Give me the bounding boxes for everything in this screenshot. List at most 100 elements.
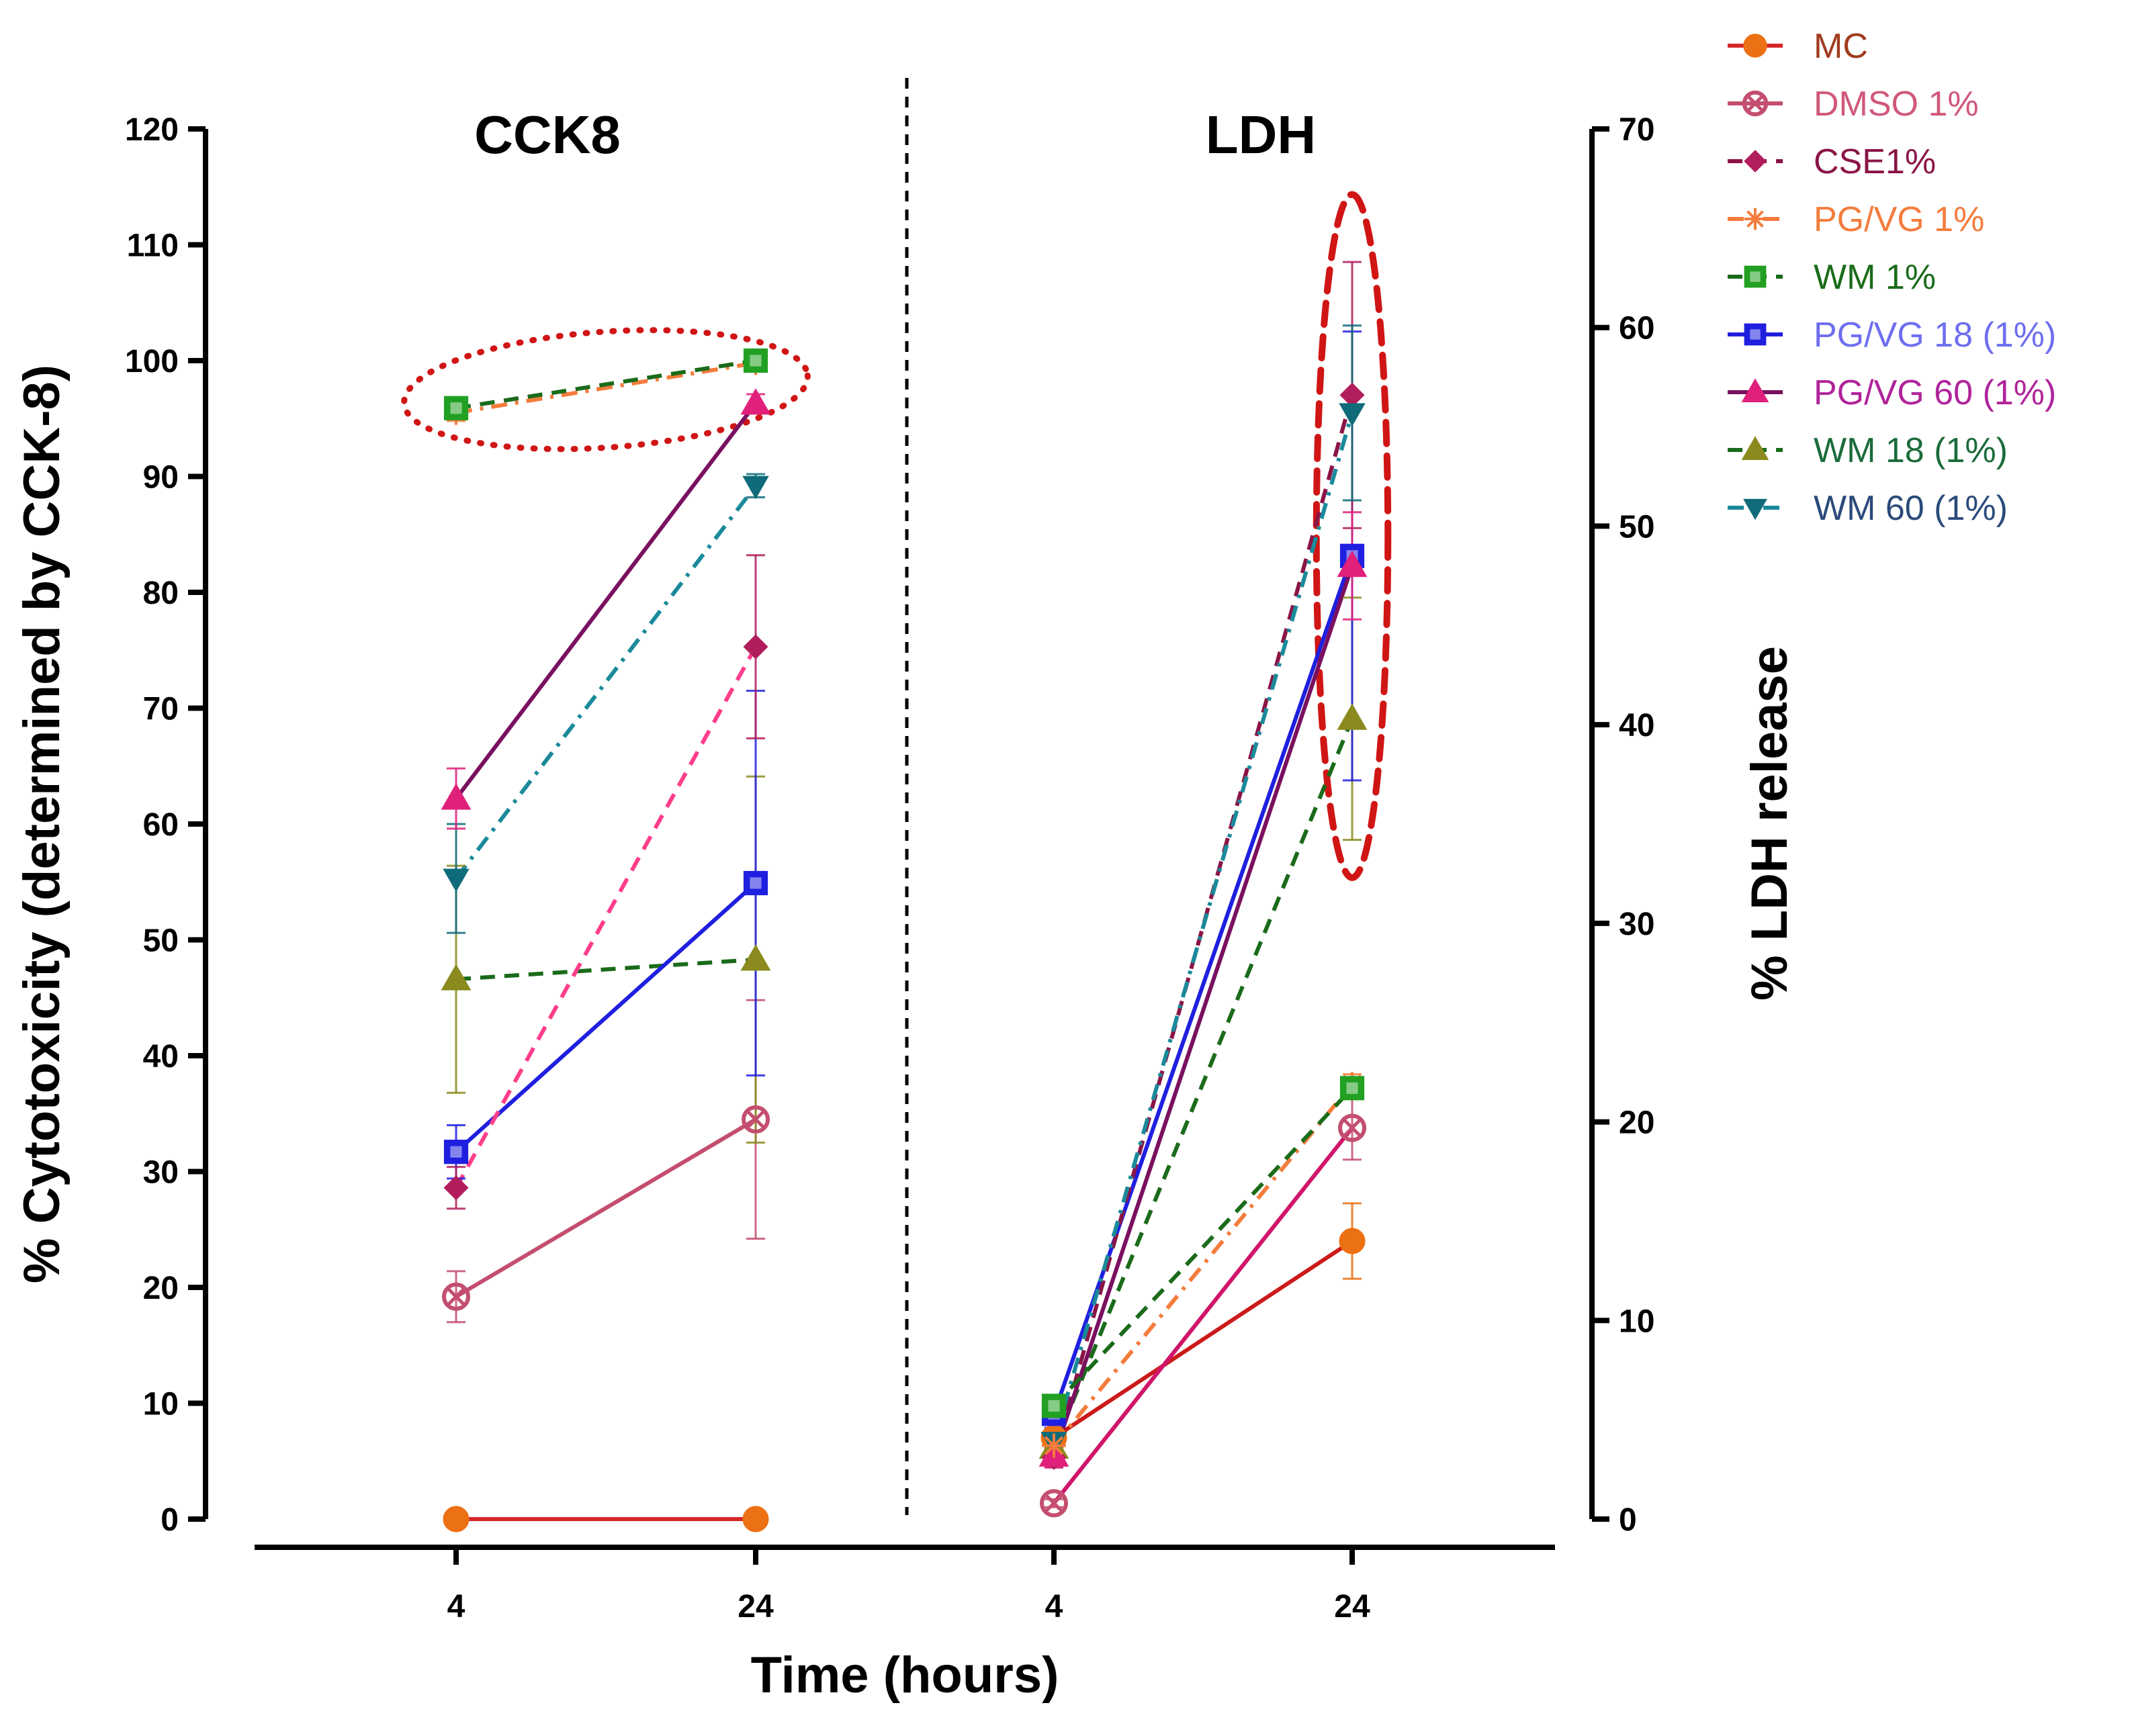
left-y-tick-label: 30 (143, 1155, 179, 1191)
right-y-tick-label: 70 (1619, 112, 1654, 148)
series-line-ldh-wm-18-1 (1052, 718, 1354, 1449)
left-y-tick-label: 60 (143, 807, 179, 843)
right-y-axis-title: % LDH release (1741, 646, 1798, 1001)
series-line-cck8-wm-18-1 (455, 957, 756, 982)
legend-entry-cse1: CSE1% (1728, 142, 1936, 181)
data-point-ldh-wm-1-0-inner (1048, 1400, 1060, 1412)
data-point-cck8-dmso-1-0-ring (442, 1282, 470, 1311)
legend-marker-cse1 (1744, 150, 1767, 173)
data-point-cck8-cse1-0 (443, 1175, 469, 1201)
data-point-ldh-dmso-1-1-ring (1338, 1113, 1366, 1142)
data-point-ldh-dmso-1-1-cross (1342, 1118, 1362, 1138)
markers-layer (441, 348, 1368, 1533)
legend-label-pg-vg-1: PG/VG 1% (1814, 200, 1984, 239)
legend-marker-dmso-1 (1742, 90, 1769, 117)
left-y-tick-label: 90 (143, 460, 179, 496)
legend-entry-dmso-1: DMSO 1% (1728, 85, 1979, 124)
data-point-cck8-wm-18-1-0 (441, 964, 472, 991)
x-tick-label: 24 (1334, 1589, 1370, 1625)
left-y-tick-label: 10 (143, 1387, 179, 1422)
left-y-tick-label: 40 (143, 1039, 179, 1075)
left-y-tick-label: 120 (125, 112, 179, 148)
data-point-cck8-wm-1-1 (743, 348, 768, 373)
data-point-cck8-mc-1 (742, 1506, 769, 1533)
legend-entry-wm-18-1: WM 18 (1%) (1728, 431, 2008, 470)
legend-marker-pg-vg-18-1-inner (1750, 329, 1761, 340)
panel-title-cck8: CCK8 (474, 105, 621, 165)
right-y-tick-label: 20 (1619, 1105, 1654, 1141)
left-y-tick-label: 110 (127, 228, 179, 264)
data-point-cck8-wm-1-0-inner (450, 402, 462, 414)
series-line-ldh-dmso-1 (1052, 1126, 1354, 1505)
data-point-cck8-pg-vg-18-1-1 (743, 870, 768, 896)
legend-marker-pg-vg-18-1 (1744, 323, 1767, 346)
data-point-cck8-wm-1-1-box (743, 348, 768, 373)
left-y-tick-label: 80 (143, 576, 179, 611)
right-y-tick-label: 40 (1619, 708, 1654, 743)
data-point-ldh-dmso-1-0-ring (1040, 1489, 1068, 1518)
highlight-layer (401, 191, 1392, 881)
right-y-tick-label: 30 (1619, 907, 1654, 942)
data-point-ldh-wm-60-1-1 (1339, 403, 1366, 426)
series-lines-layer (454, 359, 1354, 1521)
legend-marker-wm-1-inner (1750, 271, 1761, 282)
data-point-cck8-wm-60-1-1 (742, 475, 769, 500)
legend: MC DMSO 1% CSE1% PG/VG 1% WM 1% PG/VG 18 (1%)… (1728, 27, 2056, 528)
series-line-cck8-cse1 (454, 645, 758, 1189)
data-point-cck8-dmso-1-0 (442, 1282, 470, 1311)
legend-entry-wm-60-1: WM 60 (1%) (1728, 489, 2008, 528)
data-point-cck8-wm-1-0-box (443, 396, 469, 420)
series-line-cck8-wm-1 (455, 359, 756, 410)
legend-marker-wm-18-1 (1741, 436, 1769, 460)
left-y-tick-label: 0 (161, 1502, 179, 1538)
panel-title-ldh: LDH (1206, 105, 1316, 165)
x-tick-label: 4 (447, 1589, 465, 1625)
legend-entry-mc: MC (1728, 27, 1868, 66)
data-point-ldh-wm-1-1 (1339, 1076, 1365, 1101)
highlight-ellipse-ldh (1313, 191, 1392, 881)
series-line-ldh-pg-vg-18-1 (1052, 555, 1354, 1415)
data-point-ldh-wm-18-1-1 (1337, 703, 1368, 730)
series-line-ldh-pg-vg-1 (1052, 1083, 1354, 1447)
x-tick-label: 4 (1045, 1589, 1063, 1625)
series-line-ldh-cse1 (1052, 394, 1354, 1459)
data-point-ldh-pg-vg-1-0 (1042, 1433, 1066, 1458)
legend-marker-dmso-1-cross (1746, 94, 1765, 113)
legend-label-wm-60-1: WM 60 (1%) (1814, 489, 2008, 528)
data-point-cck8-pg-vg-18-1-0-box (443, 1140, 469, 1164)
legend-entry-pg-vg-18-1: PG/VG 18 (1%) (1728, 316, 2056, 355)
highlight-ellipse-cck8 (401, 327, 811, 453)
series-line-cck8-dmso-1 (455, 1117, 757, 1299)
data-point-ldh-cse1-1 (1339, 382, 1365, 408)
data-point-cck8-wm-18-1-1 (740, 944, 771, 971)
data-point-ldh-dmso-1-1 (1338, 1113, 1366, 1142)
right-y-tick-label: 10 (1619, 1304, 1654, 1339)
right-y-tick-label: 0 (1619, 1502, 1637, 1538)
data-point-cck8-wm-60-1-0 (443, 868, 470, 893)
series-line-cck8-pg-vg-1 (455, 361, 756, 415)
data-point-cck8-pg-vg-60-1-0 (441, 783, 472, 810)
series-line-ldh-wm-60-1 (1052, 412, 1354, 1443)
x-tick-label: 24 (738, 1589, 774, 1625)
legend-entry-pg-vg-1: PG/VG 1% (1728, 200, 1984, 239)
data-point-cck8-pg-vg-18-1-1-inner (750, 877, 762, 889)
legend-marker-pg-vg-18-1-box (1744, 323, 1767, 346)
data-point-ldh-wm-1-0-box (1041, 1394, 1067, 1418)
data-point-cck8-wm-1-0 (443, 396, 469, 420)
legend-label-dmso-1: DMSO 1% (1814, 85, 1979, 124)
axes-layer: 0 10 20 30 40 50 60 70 80 90 100 110 120 0 10 20 30 40 50 6… (125, 78, 1654, 1625)
labels-layer: Time (hours) % Cytotoxicity (determined b… (13, 105, 1798, 1704)
data-point-cck8-mc-0 (443, 1506, 470, 1533)
data-point-cck8-cse1-1 (743, 634, 768, 659)
error-bars-layer (447, 261, 1362, 1508)
data-point-ldh-dmso-1-0 (1040, 1489, 1068, 1518)
legend-label-wm-1: WM 1% (1814, 258, 1936, 297)
left-y-tick-label: 100 (125, 344, 179, 379)
left-y-tick-label: 50 (143, 923, 179, 959)
data-point-cck8-pg-vg-18-1-0-inner (450, 1146, 462, 1158)
data-point-cck8-dmso-1-1 (742, 1105, 770, 1134)
series-line-cck8-wm-60-1 (454, 484, 758, 880)
data-point-cck8-wm-1-1-inner (750, 355, 762, 367)
data-point-cck8-dmso-1-1-ring (742, 1105, 770, 1134)
